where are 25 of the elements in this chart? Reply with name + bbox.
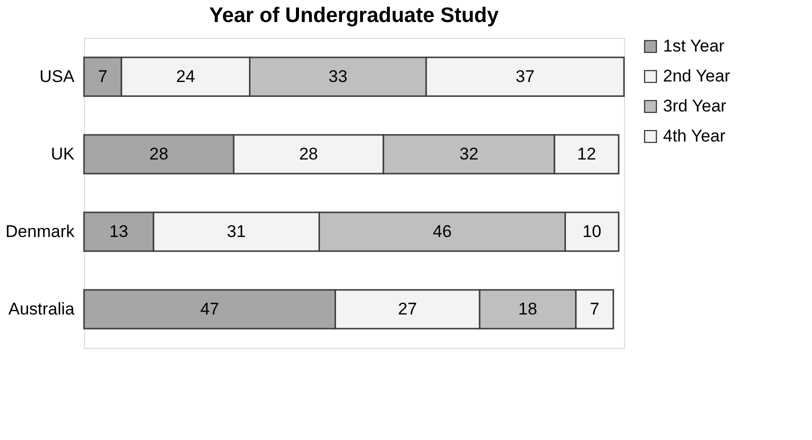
legend-label: 4th Year	[663, 126, 726, 146]
data-label: 31	[226, 222, 246, 241]
legend-label: 3rd Year	[663, 96, 727, 116]
data-label: 12	[577, 144, 596, 164]
data-label: 24	[176, 66, 196, 86]
data-label: 10	[582, 222, 602, 241]
data-label: 28	[149, 144, 168, 164]
data-label: 7	[590, 299, 600, 318]
y-tick-label: Australia	[8, 299, 76, 318]
data-label: 13	[109, 222, 128, 241]
data-label: 46	[432, 222, 452, 241]
y-tick-label: USA	[40, 66, 76, 86]
y-tick-label: Denmark	[6, 222, 75, 241]
data-label: 28	[299, 144, 318, 164]
data-label: 27	[398, 299, 417, 318]
chart-title: Year of Undergraduate Study	[209, 4, 500, 27]
data-label: 37	[516, 66, 535, 86]
data-label: 7	[98, 66, 108, 86]
data-label: 18	[518, 299, 538, 318]
data-label: 33	[328, 66, 348, 86]
data-label: 32	[459, 144, 478, 164]
data-label: 47	[200, 299, 220, 318]
legend-label: 2nd Year	[663, 66, 730, 86]
legend-label: 1st Year	[663, 36, 725, 56]
y-tick-label: UK	[50, 144, 76, 164]
